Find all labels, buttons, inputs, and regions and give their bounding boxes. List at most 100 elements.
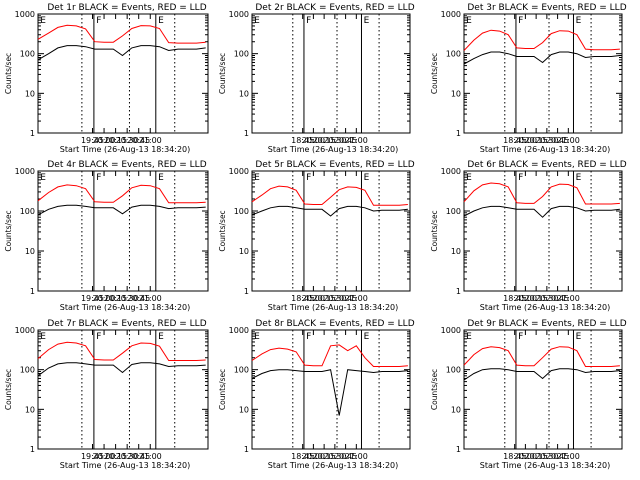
interval-marker-e: E (40, 16, 46, 26)
y-tick-label: 1000 (441, 167, 461, 176)
x-tick-label: 21:00 (557, 136, 580, 145)
y-tick-label: 10 (25, 89, 35, 98)
y-tick-label: 100 (446, 366, 461, 375)
y-axis-label: Counts/sec (430, 53, 439, 94)
panel-det-3: Det 3r BLACK = Events, RED = LLD Counts/s… (430, 3, 627, 154)
x-tick-label: 21:00 (557, 294, 580, 303)
y-tick-label: 10 (451, 405, 461, 414)
y-tick-label: 1000 (229, 167, 249, 176)
panel-title: Det 4r BLACK = Events, RED = LLD (47, 160, 206, 170)
x-tick-label: 20:15 (525, 452, 548, 461)
interval-marker-f: F (518, 332, 523, 342)
interval-marker-e: E (466, 332, 472, 342)
x-tick-label: 20:45 (334, 294, 357, 303)
plot-frame (251, 170, 411, 292)
interval-marker-e: E (158, 173, 164, 183)
y-tick-label: 1000 (441, 10, 461, 19)
series-line-events (37, 204, 206, 216)
x-tick-label: 20:30 (116, 452, 139, 461)
panel-det-5: Det 5r BLACK = Events, RED = LLD Counts/s… (218, 160, 415, 312)
plot-frame (463, 329, 623, 450)
x-axis-label: Start Time (26-Aug-13 18:34:20) (60, 303, 191, 312)
x-tick-label: 20:30 (535, 294, 558, 303)
x-tick-label: 20:30 (535, 452, 558, 461)
interval-marker-f: F (518, 16, 523, 26)
x-tick-label: 20:45 (546, 452, 569, 461)
plot-frame (37, 170, 209, 292)
x-tick-label: 20:15 (104, 294, 127, 303)
y-tick-label: 100 (446, 50, 461, 59)
panel-det-1: Det 1r BLACK = Events, RED = LLD Counts/s… (4, 3, 209, 154)
x-tick-label: 20:45 (127, 136, 150, 145)
interval-marker-f: F (518, 173, 523, 183)
x-tick-label: 20:15 (525, 294, 548, 303)
panel-title: Det 3r BLACK = Events, RED = LLD (467, 3, 626, 13)
panel-det-7: Det 7r BLACK = Events, RED = LLD Counts/s… (4, 319, 209, 470)
y-tick-label: 1000 (15, 326, 35, 335)
y-tick-label: 100 (20, 50, 35, 59)
y-tick-label: 10 (239, 247, 249, 256)
x-axis-label: Start Time (26-Aug-13 18:34:20) (60, 461, 191, 470)
x-tick-label: 21:00 (139, 136, 162, 145)
series-line-lld (251, 185, 408, 206)
series-line-events (463, 51, 620, 65)
y-tick-label: 1 (244, 129, 249, 138)
panel-title: Det 6r BLACK = Events, RED = LLD (467, 160, 626, 170)
x-tick-label: 20:00 (93, 452, 116, 461)
y-tick-label: 1 (244, 445, 249, 454)
panel-title: Det 7r BLACK = Events, RED = LLD (47, 319, 206, 329)
interval-marker-e: E (576, 173, 582, 183)
y-tick-label: 100 (20, 366, 35, 375)
x-tick-label: 21:00 (139, 294, 162, 303)
panel-title: Det 8r BLACK = Events, RED = LLD (255, 319, 414, 329)
x-axis-label: Start Time (26-Aug-13 18:34:20) (268, 145, 399, 154)
interval-marker-e: E (576, 16, 582, 26)
y-tick-label: 100 (234, 207, 249, 216)
x-tick-label: 20:45 (546, 294, 569, 303)
y-tick-label: 100 (446, 207, 461, 216)
interval-marker-e: E (576, 332, 582, 342)
interval-marker-e: E (254, 16, 260, 26)
series-line-lld (463, 29, 620, 51)
series-line-events (251, 205, 408, 217)
x-tick-label: 20:15 (313, 452, 336, 461)
x-axis-label: Start Time (26-Aug-13 18:34:20) (268, 303, 399, 312)
x-tick-label: 20:00 (93, 294, 116, 303)
plot-frame (251, 13, 411, 134)
y-tick-label: 10 (25, 247, 35, 256)
y-tick-label: 10 (239, 405, 249, 414)
y-axis-label: Counts/sec (430, 369, 439, 410)
y-axis-label: Counts/sec (218, 369, 227, 410)
x-tick-label: 21:00 (345, 452, 368, 461)
series-line-events (463, 368, 620, 381)
x-tick-label: 20:00 (514, 136, 537, 145)
x-tick-label: 20:00 (514, 294, 537, 303)
y-tick-label: 100 (234, 366, 249, 375)
panel-det-8: Det 8r BLACK = Events, RED = LLD Counts/s… (218, 319, 415, 470)
interval-marker-e: E (364, 173, 370, 183)
plot-frame (251, 329, 411, 450)
plot-frame (37, 329, 209, 450)
x-tick-label: 20:45 (127, 294, 150, 303)
y-tick-label: 1000 (15, 10, 35, 19)
interval-marker-e: E (40, 332, 46, 342)
interval-marker-e: E (254, 173, 260, 183)
series-line-events (37, 45, 206, 61)
plot-frame (463, 170, 623, 292)
x-tick-label: 20:15 (313, 136, 336, 145)
x-tick-label: 18:45 (291, 294, 314, 303)
series-line-lld (463, 346, 620, 367)
x-axis-label: Start Time (26-Aug-13 18:34:20) (60, 145, 191, 154)
x-tick-label: 20:00 (93, 136, 116, 145)
panel-det-6: Det 6r BLACK = Events, RED = LLD Counts/s… (430, 160, 627, 312)
interval-marker-f: F (96, 173, 101, 183)
x-axis-label: Start Time (26-Aug-13 18:34:20) (480, 461, 611, 470)
x-tick-label: 20:45 (334, 452, 357, 461)
series-line-lld (37, 184, 206, 204)
x-tick-label: 18:45 (291, 452, 314, 461)
interval-marker-e: E (158, 16, 164, 26)
interval-marker-f: F (306, 16, 311, 26)
x-tick-label: 21:00 (139, 452, 162, 461)
series-line-lld (463, 182, 620, 205)
